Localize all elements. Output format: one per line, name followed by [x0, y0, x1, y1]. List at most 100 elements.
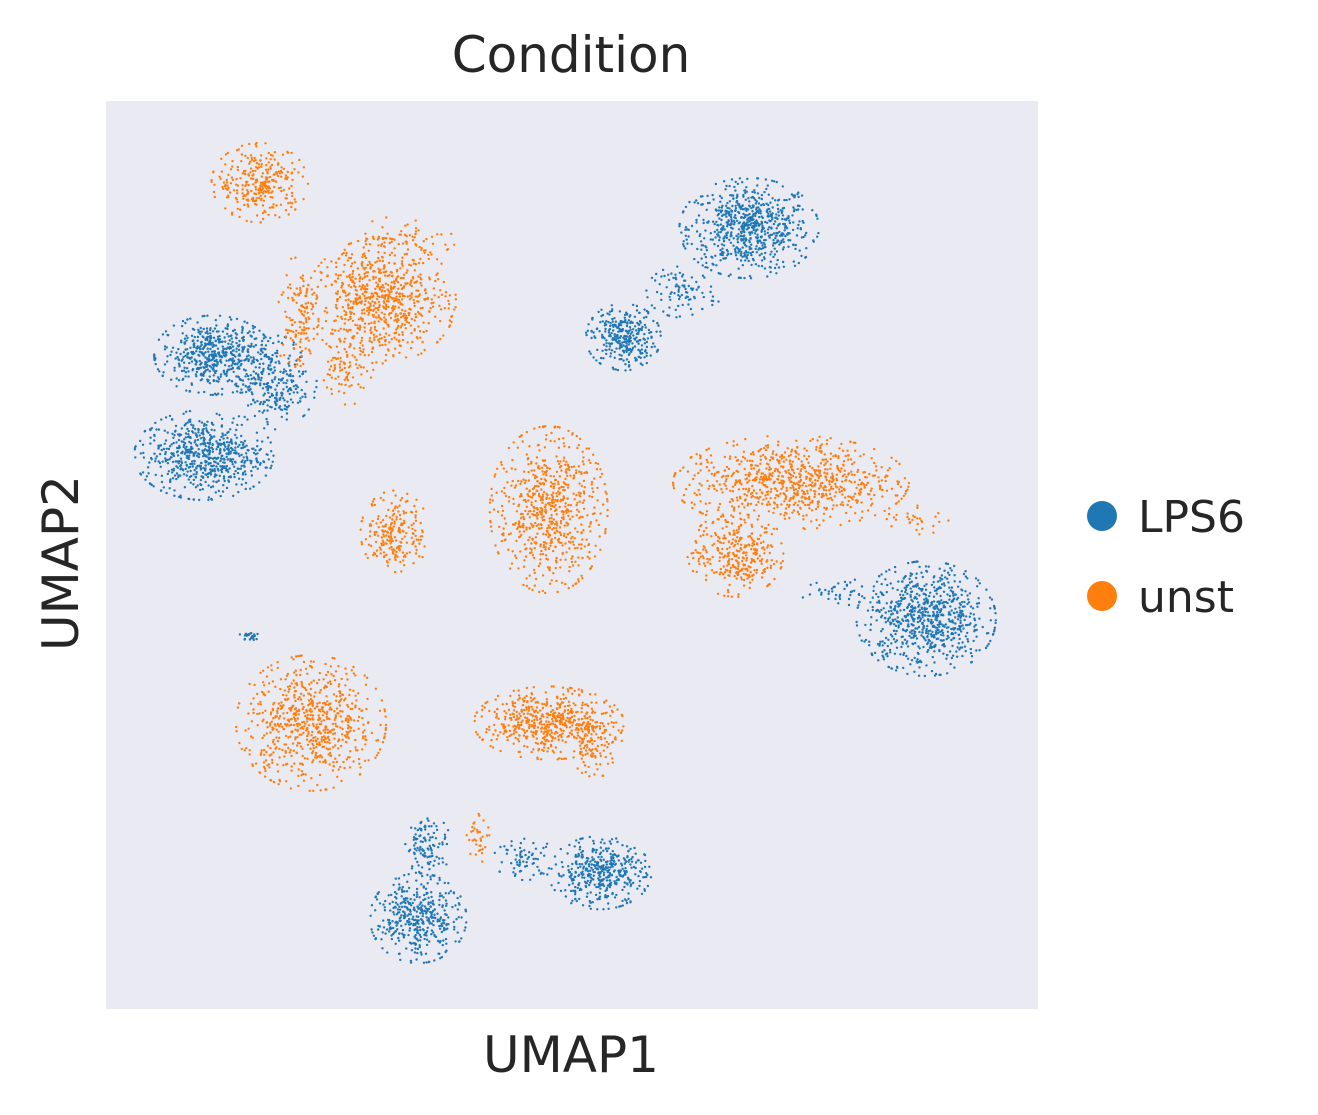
- scatter-point: [643, 342, 647, 345]
- scatter-point: [908, 631, 912, 634]
- scatter-point: [430, 895, 433, 899]
- scatter-point: [175, 351, 178, 354]
- scatter-point: [834, 593, 838, 597]
- scatter-point: [413, 301, 416, 305]
- scatter-point: [464, 910, 468, 913]
- scatter-point: [574, 861, 578, 865]
- scatter-point: [615, 879, 619, 882]
- scatter-point: [987, 631, 990, 635]
- scatter-point: [190, 474, 193, 478]
- scatter-point: [191, 369, 194, 372]
- scatter-point: [976, 585, 979, 588]
- scatter-point: [677, 304, 680, 308]
- scatter-point: [766, 210, 769, 214]
- scatter-point: [211, 367, 215, 370]
- scatter-point: [589, 873, 592, 876]
- scatter-point: [301, 395, 304, 398]
- scatter-point: [228, 339, 231, 342]
- scatter-point: [223, 458, 226, 461]
- scatter-point: [197, 455, 200, 459]
- scatter-point: [161, 374, 164, 377]
- scatter-point: [213, 327, 217, 330]
- scatter-point: [959, 621, 962, 625]
- scatter-point: [613, 317, 616, 320]
- scatter-point: [775, 234, 778, 237]
- scatter-point: [207, 457, 211, 461]
- scatter-point: [209, 334, 212, 338]
- scatter-point: [660, 275, 663, 278]
- scatter-point: [280, 415, 283, 419]
- scatter-point: [966, 640, 970, 643]
- scatter-point: [596, 863, 599, 866]
- scatter-point: [748, 245, 751, 249]
- scatter-point: [781, 234, 784, 237]
- scatter-point: [246, 404, 250, 407]
- scatter-point: [181, 377, 185, 381]
- scatter-point: [745, 238, 748, 241]
- scatter-point: [587, 865, 591, 868]
- scatter-point: [434, 837, 438, 840]
- scatter-point: [421, 340, 424, 344]
- scatter-point: [760, 241, 763, 244]
- scatter-point: [722, 244, 726, 247]
- scatter-point: [291, 161, 294, 165]
- scatter-point: [260, 165, 263, 168]
- scatter-point: [256, 400, 259, 403]
- scatter-point: [519, 841, 523, 845]
- scatter-point: [515, 854, 518, 857]
- scatter-point: [908, 577, 911, 581]
- scatter-point: [258, 366, 261, 369]
- scatter-point: [927, 648, 930, 652]
- scatter-point: [254, 169, 257, 173]
- scatter-point: [277, 381, 280, 385]
- scatter-point: [141, 471, 145, 474]
- scatter-point: [202, 443, 205, 446]
- scatter-point: [240, 434, 243, 438]
- scatter-point: [528, 851, 531, 854]
- scatter-point: [631, 321, 634, 324]
- scatter-point: [286, 406, 289, 409]
- scatter-point: [754, 247, 757, 251]
- scatter-point: [236, 192, 239, 195]
- scatter-point: [615, 906, 618, 909]
- scatter-point: [607, 907, 610, 910]
- scatter-point: [178, 446, 181, 450]
- scatter-point: [681, 273, 685, 276]
- scatter-point: [164, 452, 167, 456]
- scatter-point: [753, 189, 756, 192]
- scatter-point: [413, 951, 417, 954]
- scatter-point: [930, 583, 934, 587]
- scatter-point: [214, 339, 217, 342]
- scatter-point: [438, 892, 442, 895]
- scatter-point: [710, 299, 713, 302]
- scatter-point: [197, 328, 200, 332]
- scatter-point: [227, 430, 230, 434]
- scatter-point: [215, 364, 218, 368]
- scatter-point: [334, 261, 338, 264]
- scatter-point: [882, 658, 886, 661]
- scatter-point: [203, 390, 206, 394]
- scatter-point: [629, 339, 632, 343]
- scatter-point: [753, 224, 756, 227]
- scatter-point: [680, 293, 684, 297]
- scatter-point: [208, 375, 211, 378]
- scatter-point: [695, 199, 698, 202]
- scatter-point: [202, 371, 206, 374]
- scatter-point: [291, 194, 294, 198]
- scatter-point: [222, 347, 225, 351]
- scatter-point: [931, 630, 934, 634]
- scatter-point: [267, 357, 271, 361]
- scatter-point: [594, 893, 598, 897]
- scatter-point: [175, 472, 179, 475]
- scatter-point: [621, 888, 624, 892]
- scatter-point: [429, 915, 433, 918]
- scatter-point: [720, 243, 724, 246]
- scatter-point: [622, 351, 626, 354]
- scatter-point: [395, 913, 399, 916]
- scatter-point: [389, 909, 392, 912]
- scatter-point: [928, 639, 931, 643]
- scatter-point: [905, 584, 908, 587]
- scatter-point: [510, 844, 513, 847]
- scatter-point: [777, 210, 780, 214]
- scatter-point: [416, 846, 419, 850]
